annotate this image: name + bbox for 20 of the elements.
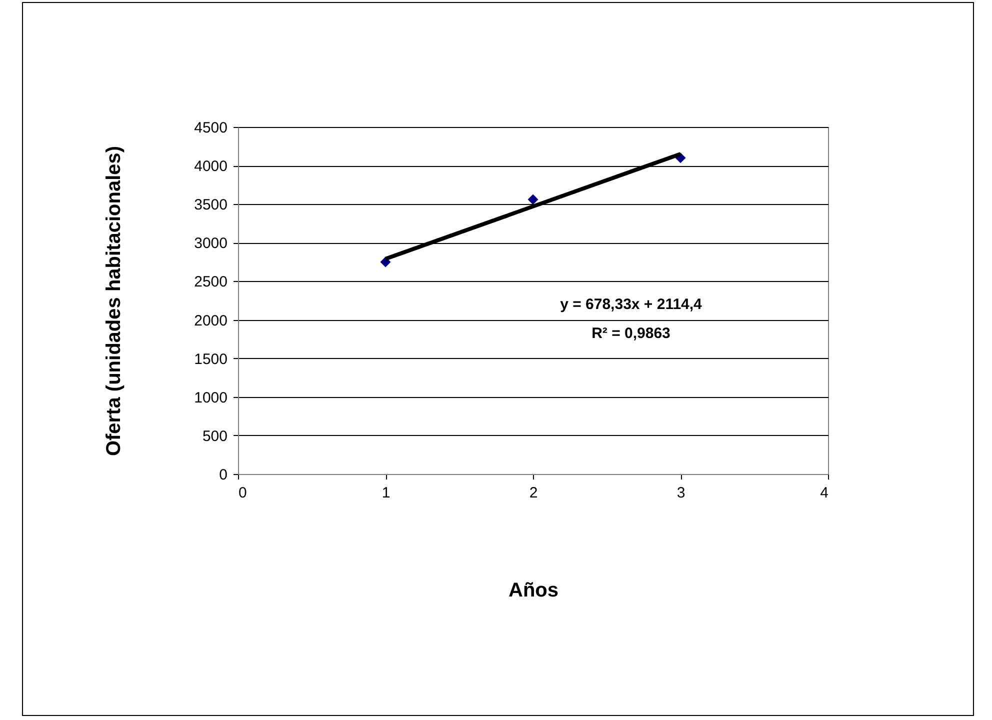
y-tick-label: 3500	[194, 196, 228, 214]
x-tick-label: 3	[676, 484, 686, 502]
y-tick-label: 1500	[194, 350, 228, 368]
x-tick-label: 0	[238, 484, 247, 502]
x-tick-label: 4	[820, 484, 828, 502]
x-tick-label: 2	[529, 484, 538, 502]
x-axis-title: Años	[508, 580, 558, 602]
y-axis-title: Oferta (unidades habitacionales)	[103, 146, 126, 456]
annotation: R² = 0,9863	[592, 325, 670, 342]
point	[528, 194, 538, 205]
y-tick-label: 500	[202, 428, 228, 445]
y-tick-label: 4000	[194, 158, 228, 176]
y-tick-label: 2500	[194, 274, 228, 291]
y-tick-label: 1000	[194, 389, 228, 406]
y-tick-label: 0	[219, 466, 228, 484]
y-tick-label: 2000	[194, 312, 228, 330]
annotation: y = 678,33x + 2114,4	[560, 296, 703, 313]
x-tick-label: 1	[382, 484, 390, 502]
y-tick-label: 4500	[194, 120, 228, 136]
y-tick-label: 3000	[194, 235, 228, 252]
